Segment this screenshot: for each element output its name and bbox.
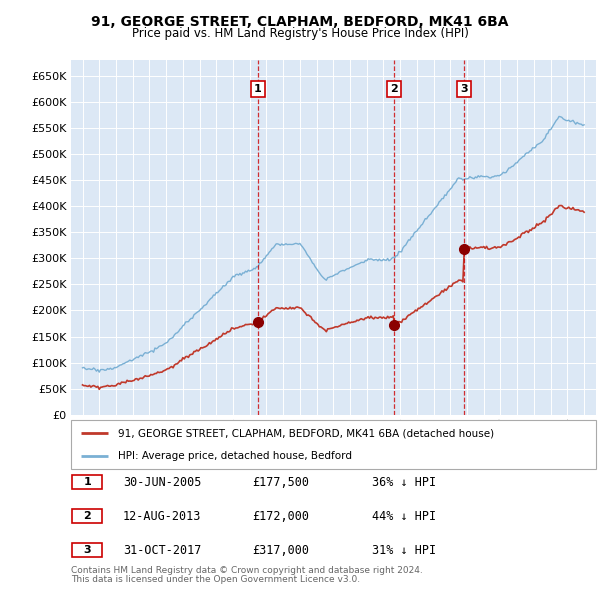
Text: £317,000: £317,000: [252, 543, 309, 556]
Text: 2: 2: [83, 511, 91, 521]
FancyBboxPatch shape: [73, 509, 102, 523]
Text: 3: 3: [460, 84, 468, 94]
Text: 2: 2: [390, 84, 398, 94]
Text: 31-OCT-2017: 31-OCT-2017: [123, 543, 202, 556]
Text: 91, GEORGE STREET, CLAPHAM, BEDFORD, MK41 6BA (detached house): 91, GEORGE STREET, CLAPHAM, BEDFORD, MK4…: [118, 428, 494, 438]
Text: 1: 1: [83, 477, 91, 487]
Text: HPI: Average price, detached house, Bedford: HPI: Average price, detached house, Bedf…: [118, 451, 352, 461]
Text: 44% ↓ HPI: 44% ↓ HPI: [372, 510, 436, 523]
Text: Price paid vs. HM Land Registry's House Price Index (HPI): Price paid vs. HM Land Registry's House …: [131, 27, 469, 40]
Text: 31% ↓ HPI: 31% ↓ HPI: [372, 543, 436, 556]
Text: 91, GEORGE STREET, CLAPHAM, BEDFORD, MK41 6BA: 91, GEORGE STREET, CLAPHAM, BEDFORD, MK4…: [91, 15, 509, 29]
Text: 3: 3: [83, 545, 91, 555]
Text: £177,500: £177,500: [252, 476, 309, 489]
FancyBboxPatch shape: [73, 474, 102, 490]
FancyBboxPatch shape: [71, 420, 596, 469]
FancyBboxPatch shape: [73, 543, 102, 558]
Text: This data is licensed under the Open Government Licence v3.0.: This data is licensed under the Open Gov…: [71, 575, 360, 584]
Text: 36% ↓ HPI: 36% ↓ HPI: [372, 476, 436, 489]
Text: 1: 1: [254, 84, 262, 94]
Text: Contains HM Land Registry data © Crown copyright and database right 2024.: Contains HM Land Registry data © Crown c…: [71, 566, 422, 575]
Text: 12-AUG-2013: 12-AUG-2013: [123, 510, 202, 523]
Text: £172,000: £172,000: [252, 510, 309, 523]
Text: 30-JUN-2005: 30-JUN-2005: [123, 476, 202, 489]
